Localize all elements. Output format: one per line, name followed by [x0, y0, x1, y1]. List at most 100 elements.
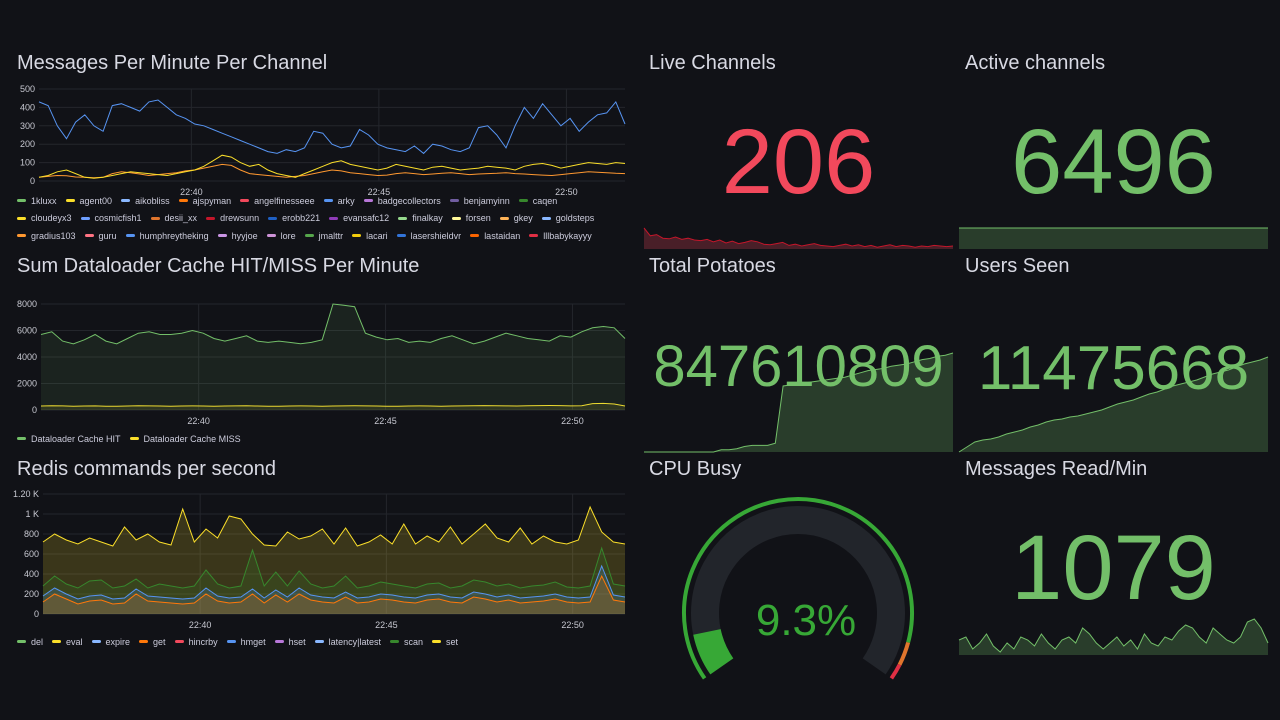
- legend-item[interactable]: Dataloader Cache MISS: [129, 431, 241, 447]
- panel-title[interactable]: Redis commands per second: [17, 458, 277, 480]
- legend-item[interactable]: hyyjoe: [217, 228, 258, 244]
- legend-item[interactable]: desii_xx: [150, 210, 197, 226]
- legend-item[interactable]: del: [17, 634, 43, 650]
- legend-item[interactable]: cosmicfish1: [80, 210, 142, 226]
- legend-item[interactable]: agent00: [65, 193, 113, 209]
- legend-label: Dataloader Cache HIT: [31, 433, 121, 444]
- y-tick-label: 600: [24, 549, 39, 559]
- legend-item[interactable]: jmalttr: [304, 228, 344, 244]
- legend-item[interactable]: benjamyinn: [449, 193, 510, 209]
- y-tick-label: 200: [24, 589, 39, 599]
- legend-item[interactable]: expire: [91, 634, 130, 650]
- legend-item[interactable]: hset: [274, 634, 306, 650]
- cpu-gauge: [682, 497, 914, 680]
- legend-label: ajspyman: [192, 195, 232, 206]
- dataloader-chart[interactable]: 0 2000 4000 6000 8000 22:40 22:45 22:50: [17, 299, 627, 430]
- panel-title[interactable]: Sum Dataloader Cache HIT/MISS Per Minute: [17, 255, 420, 277]
- panel-title[interactable]: Messages Per Minute Per Channel: [17, 52, 328, 74]
- legend-swatch: [396, 234, 406, 237]
- legend-item[interactable]: hmget: [226, 634, 266, 650]
- gauge-threshold-red: [889, 663, 902, 680]
- legend-item[interactable]: get: [139, 634, 166, 650]
- redis-chart[interactable]: 0 200 400 600 800 1 K 1.20 K 22:40 22:45 22:50: [13, 489, 627, 630]
- panel-title[interactable]: CPU Busy: [649, 458, 742, 480]
- legend-item[interactable]: angelfinesseee: [240, 193, 315, 209]
- legend-item[interactable]: erobb221: [268, 210, 320, 226]
- legend-item[interactable]: 1kluxx: [17, 193, 57, 209]
- legend-label: aikobliss: [135, 195, 170, 206]
- legend-swatch: [226, 640, 236, 643]
- x-tick-label: 22:50: [561, 416, 584, 426]
- x-tick-label: 22:45: [368, 187, 391, 197]
- stat-value: 206: [721, 111, 876, 213]
- legend-item[interactable]: forsen: [451, 210, 491, 226]
- panel-title[interactable]: Live Channels: [649, 52, 776, 74]
- y-tick-label: 400: [24, 569, 39, 579]
- legend-swatch: [389, 640, 399, 643]
- y-tick-label: 800: [24, 529, 39, 539]
- legend-item[interactable]: evansafc12: [329, 210, 389, 226]
- panel-total-potatoes: Total Potatoes 847610809: [644, 255, 954, 453]
- legend-item[interactable]: lastaidan: [470, 228, 520, 244]
- legend-item[interactable]: latency|latest: [314, 634, 381, 650]
- legend-swatch: [178, 199, 188, 202]
- y-tick-label: 2000: [17, 379, 37, 389]
- panel-title[interactable]: Messages Read/Min: [965, 458, 1148, 480]
- legend-item[interactable]: badgecollectors: [363, 193, 441, 209]
- legend-item[interactable]: lllbabykayyy: [529, 228, 592, 244]
- legend-label: agent00: [79, 195, 113, 206]
- legend-label: gradius103: [31, 230, 76, 241]
- legend-swatch: [363, 199, 373, 202]
- legend-swatch: [352, 234, 362, 237]
- legend-label: jmalttr: [318, 230, 344, 241]
- legend-item[interactable]: ajspyman: [178, 193, 232, 209]
- y-tick-label: 0: [34, 609, 39, 619]
- legend-label: benjamyinn: [463, 195, 510, 206]
- legend-label: del: [31, 636, 44, 647]
- legend-item[interactable]: humphreytheking: [125, 228, 209, 244]
- legend-item[interactable]: cloudeyx3: [17, 210, 72, 226]
- legend-item[interactable]: set: [432, 634, 458, 650]
- legend-item[interactable]: lacari: [352, 228, 388, 244]
- legend-swatch: [499, 216, 509, 220]
- gauge-threshold-orange: [897, 641, 911, 666]
- legend-label: forsen: [465, 213, 491, 223]
- legend-item[interactable]: gradius103: [17, 228, 76, 244]
- gauge-value-arc: [693, 628, 734, 675]
- legend-item[interactable]: finalkay: [398, 210, 443, 226]
- legend-item[interactable]: hincrby: [174, 634, 218, 650]
- sparkline-line: [643, 227, 954, 248]
- legend-item[interactable]: drewsunn: [206, 210, 259, 226]
- sparkline-area: [644, 353, 953, 452]
- legend-item[interactable]: gkey: [499, 210, 533, 226]
- legend-swatch: [17, 640, 26, 643]
- legend-label: lore: [280, 230, 296, 241]
- stat-value: 11475668: [977, 334, 1250, 403]
- panel-title[interactable]: Active channels: [965, 52, 1106, 74]
- panel-title[interactable]: Total Potatoes: [649, 255, 776, 277]
- legend-item[interactable]: aikobliss: [121, 193, 170, 209]
- panel-cpu-busy: CPU Busy 9.3%: [644, 458, 953, 680]
- messages-chart[interactable]: 0 100 200 300 400 500 22:40 22:45 22:50: [17, 84, 627, 197]
- series-line: [38, 154, 626, 179]
- legend-item[interactable]: lasershieldvr: [396, 228, 461, 244]
- live-sparkline: [643, 227, 954, 249]
- legend-swatch: [174, 640, 184, 643]
- legend-swatch: [206, 216, 216, 220]
- legend-item[interactable]: Dataloader Cache HIT: [17, 431, 121, 447]
- legend-item[interactable]: eval: [52, 634, 83, 650]
- legend-item[interactable]: lore: [266, 228, 296, 244]
- legend-item[interactable]: scan: [389, 634, 423, 650]
- legend-swatch: [129, 437, 139, 440]
- legend-label: hincrby: [188, 636, 218, 647]
- legend-label: latency|latest: [328, 636, 381, 647]
- x-tick-label: 22:50: [555, 187, 578, 197]
- series-line: [40, 303, 626, 345]
- legend-item[interactable]: arky: [323, 193, 355, 209]
- legend-item[interactable]: guru: [84, 228, 117, 244]
- readmin-sparkline: [958, 618, 1269, 655]
- legend-item[interactable]: caqen: [518, 193, 557, 209]
- legend-item[interactable]: goldsteps: [541, 210, 594, 226]
- series-line: [38, 99, 626, 155]
- panel-title[interactable]: Users Seen: [965, 255, 1070, 277]
